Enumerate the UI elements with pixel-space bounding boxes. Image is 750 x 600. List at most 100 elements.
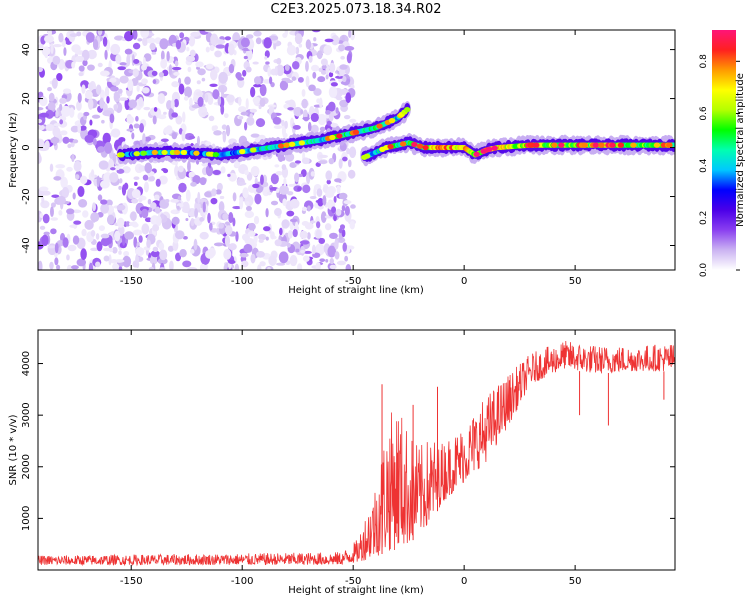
noise-speck	[166, 99, 173, 111]
noise-speck	[84, 90, 93, 100]
noise-speck	[250, 133, 260, 138]
noise-speck	[113, 91, 121, 103]
ridge-peak	[630, 142, 637, 148]
noise-speck	[41, 46, 51, 56]
noise-speck	[171, 66, 182, 71]
noise-speck	[282, 132, 288, 139]
noise-speck	[302, 255, 310, 262]
noise-speck	[329, 264, 337, 270]
noise-speck	[168, 64, 173, 76]
noise-speck	[88, 262, 94, 270]
noise-speck	[287, 230, 293, 239]
noise-speck	[292, 228, 298, 238]
noise-speck	[178, 165, 184, 173]
noise-speck	[124, 30, 134, 42]
noise-speck	[189, 49, 196, 57]
spectrogram-y-tick-label-2: 0	[21, 144, 32, 150]
noise-speck	[190, 244, 201, 257]
noise-speck	[265, 208, 269, 218]
noise-speck	[76, 258, 87, 267]
noise-speck	[173, 72, 180, 76]
noise-speck	[328, 157, 335, 165]
noise-speck	[155, 178, 161, 187]
noise-speck	[58, 32, 64, 43]
colorbar-tick-label-1: 0.2	[699, 211, 709, 225]
noise-speck	[52, 44, 62, 48]
noise-speck	[250, 253, 256, 264]
noise-speck	[162, 168, 169, 174]
noise-speck	[265, 61, 270, 65]
ridge-peak	[329, 134, 336, 141]
noise-speck	[319, 258, 326, 262]
ridge-peak	[336, 133, 343, 139]
noise-speck	[224, 235, 231, 247]
noise-speck	[143, 106, 151, 111]
noise-speck	[131, 198, 139, 204]
noise-speck	[182, 111, 186, 123]
noise-speck	[329, 258, 334, 265]
noise-speck	[179, 32, 185, 39]
noise-speck	[342, 156, 348, 162]
noise-speck	[267, 266, 271, 270]
noise-speck	[84, 134, 95, 143]
noise-speck	[333, 195, 337, 203]
noise-speck	[152, 224, 160, 232]
noise-speck	[124, 48, 133, 55]
ridge-peak	[416, 143, 424, 149]
noise-speck	[217, 96, 222, 106]
noise-speck	[87, 64, 95, 71]
ridge-peak	[250, 147, 257, 153]
noise-speck	[182, 260, 192, 268]
noise-speck	[311, 64, 320, 72]
noise-speck	[133, 236, 138, 248]
noise-speck	[244, 121, 248, 131]
noise-speck	[237, 77, 245, 81]
noise-speck	[183, 96, 189, 101]
noise-speck	[303, 250, 312, 254]
noise-speck	[185, 55, 196, 63]
noise-speck	[335, 107, 339, 114]
colorbar-tick-label-0: 0.0	[699, 263, 709, 278]
noise-speck	[302, 184, 311, 194]
noise-speck	[253, 30, 262, 37]
noise-speck	[39, 112, 50, 118]
spectrogram-y-tick-label-4: 40	[21, 43, 32, 56]
noise-speck	[146, 239, 151, 249]
noise-speck	[76, 31, 82, 37]
noise-speck	[116, 217, 125, 228]
noise-speck	[294, 221, 299, 232]
noise-speck	[318, 154, 329, 159]
noise-speck	[207, 95, 214, 106]
noise-speck	[301, 220, 309, 226]
ridge-peak	[133, 151, 140, 157]
noise-speck	[228, 212, 234, 224]
noise-speck	[204, 30, 215, 33]
noise-speck	[70, 125, 80, 133]
snr-y-tick-label-1: 2000	[21, 454, 32, 479]
noise-speck	[244, 169, 249, 176]
noise-speck	[55, 110, 59, 118]
noise-speck	[317, 160, 328, 164]
noise-speck	[159, 249, 168, 261]
noise-speck	[340, 80, 350, 86]
noise-speck	[80, 248, 87, 260]
noise-speck	[99, 70, 110, 77]
spectrogram-marks	[38, 30, 675, 270]
noise-speck	[38, 43, 44, 49]
noise-speck	[222, 213, 229, 221]
noise-speck	[186, 47, 190, 52]
noise-speck	[126, 115, 134, 124]
noise-speck	[170, 198, 179, 203]
noise-speck	[238, 96, 242, 106]
noise-speck	[311, 30, 321, 33]
ridge-peak	[653, 142, 661, 148]
noise-speck	[102, 36, 108, 47]
noise-speck	[184, 76, 191, 85]
noise-speck	[69, 107, 75, 118]
noise-speck	[95, 84, 102, 95]
noise-speck	[213, 130, 222, 136]
noise-speck	[281, 219, 290, 229]
noise-speck	[113, 104, 118, 112]
noise-speck	[54, 242, 59, 254]
noise-speck	[192, 175, 201, 185]
